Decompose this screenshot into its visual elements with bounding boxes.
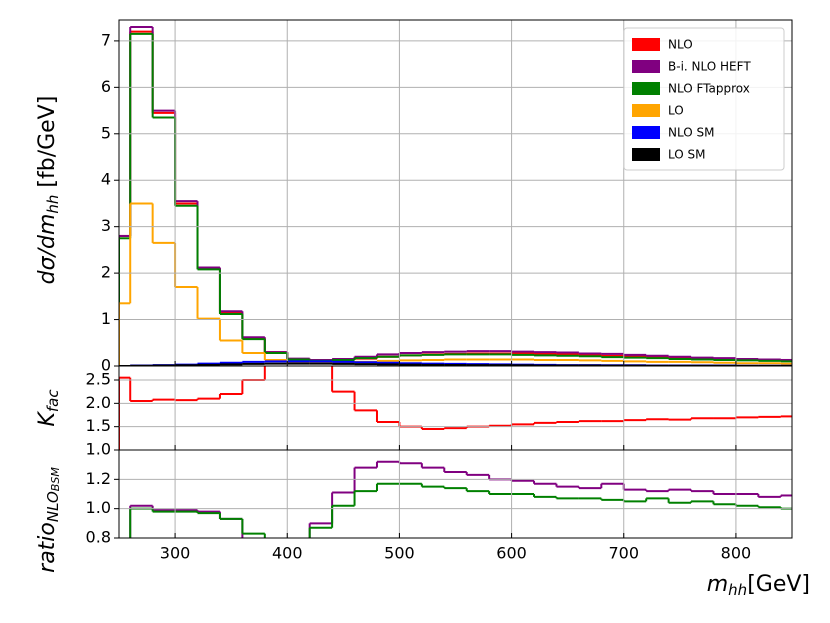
legend-label: LO <box>668 104 684 118</box>
y-tick-label: 1.2 <box>86 469 111 488</box>
legend-swatch <box>632 104 660 117</box>
legend-swatch <box>632 60 660 73</box>
y-tick-label: 7 <box>101 30 111 49</box>
legend-swatch <box>632 148 660 161</box>
y-tick-label: 1.5 <box>86 416 111 435</box>
x-tick-label: 700 <box>608 544 639 563</box>
y-axis-label: dσ/dmhh [fb/GeV] <box>35 96 62 285</box>
y-tick-label: 1.0 <box>86 498 111 517</box>
y-tick-label: 6 <box>101 77 111 96</box>
y-tick-label: 1 <box>101 309 111 328</box>
legend-box <box>623 27 785 171</box>
x-axis-label: mhh[GeV] <box>707 572 810 599</box>
y-tick-label: 5 <box>101 123 111 142</box>
x-tick-label: 800 <box>721 544 752 563</box>
legend-label: NLO FTapprox <box>668 82 750 96</box>
x-label-sub: hh <box>728 581 747 599</box>
y-tick-label: 0 <box>101 356 111 375</box>
axes-frame <box>118 449 793 539</box>
plot-area <box>129 460 792 538</box>
x-tick-label: 400 <box>272 544 303 563</box>
y-tick-label: 0.8 <box>86 528 111 547</box>
y-tick-label: 3 <box>101 216 111 235</box>
legend-swatch <box>632 38 660 51</box>
y-tick-label: 2.5 <box>86 370 111 389</box>
y-label-subsub: BSM <box>49 467 62 492</box>
x-tick-label: 600 <box>496 544 527 563</box>
y-label-sub: NLO <box>44 491 62 522</box>
y-label-sub: fac <box>44 389 62 412</box>
y-tick-label: 2.0 <box>86 393 111 412</box>
legend-label: B-i. NLO HEFT <box>668 60 751 74</box>
x-tick-label: 500 <box>384 544 415 563</box>
y-label-sub: hh <box>44 195 62 214</box>
y-label-main: dσ/dm <box>35 214 60 285</box>
axes-frame <box>118 365 793 451</box>
x-tick-label: 300 <box>160 544 191 563</box>
legend-swatch <box>632 126 660 139</box>
y-label-unit: [fb/GeV] <box>35 96 60 195</box>
x-label-unit: [GeV] <box>747 572 810 597</box>
y-tick-label: 2 <box>101 263 111 282</box>
x-label-main: m <box>707 572 728 597</box>
y-label-main: K <box>35 411 60 427</box>
legend-label: LO SM <box>668 148 706 162</box>
legend-label: NLO SM <box>668 126 714 140</box>
legend-label: NLO <box>668 38 693 52</box>
legend-swatch <box>632 82 660 95</box>
y-tick-label: 1.0 <box>86 440 111 459</box>
y-axis-label: Kfac <box>35 389 62 427</box>
y-label-main: ratio <box>35 522 60 573</box>
y-tick-label: 4 <box>101 170 111 189</box>
y-axis-label: ratioNLOBSM <box>35 467 62 573</box>
